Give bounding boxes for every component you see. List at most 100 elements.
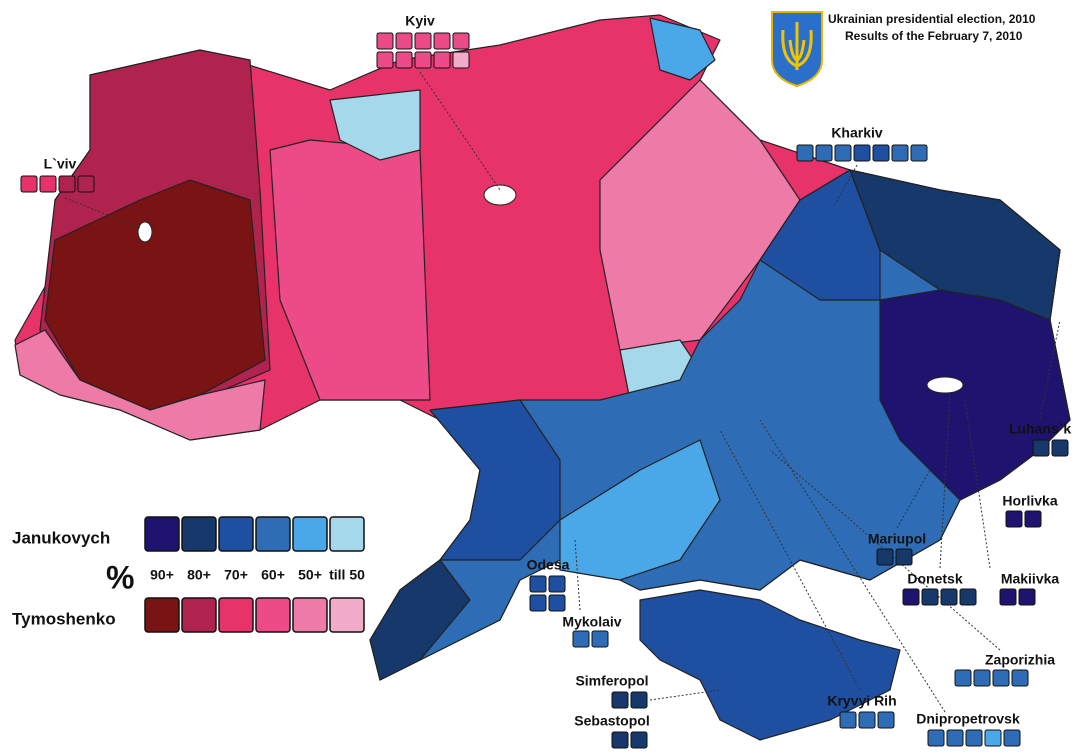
result-box (984, 729, 1002, 747)
legend-swatch (218, 516, 254, 552)
city-label: Sebastopol (574, 713, 649, 729)
result-box (1051, 439, 1069, 457)
legend-level: 90+ (150, 567, 174, 583)
result-box (910, 144, 928, 162)
city: Kyiv (376, 13, 470, 69)
legend-swatch (144, 516, 180, 552)
result-box (1032, 439, 1050, 457)
legend-swatch (329, 597, 365, 633)
result-box (965, 729, 983, 747)
result-box (630, 731, 648, 749)
city: Makiivka (999, 571, 1060, 606)
southwest-region (14, 329, 266, 441)
result-box (548, 594, 566, 612)
city-label: Zaporizhia (985, 652, 1055, 668)
result-box (572, 630, 590, 648)
city: Dnipropetrovsk (916, 711, 1021, 747)
city-label: Luhans`k (1009, 421, 1071, 437)
result-box (548, 575, 566, 593)
result-box (611, 691, 629, 709)
crimea-region (639, 589, 901, 741)
result-box (591, 630, 609, 648)
legend-level: 80+ (187, 567, 211, 583)
legend-swatch (292, 516, 328, 552)
city-label: Kharkiv (831, 125, 883, 141)
result-box (376, 51, 394, 69)
legend-swatch (329, 516, 365, 552)
lviv-city (137, 221, 153, 243)
city: L`viv (20, 156, 95, 193)
result-box (1024, 510, 1042, 528)
leader-line (896, 469, 931, 529)
legend-level: 70+ (224, 567, 248, 583)
result-box (999, 588, 1017, 606)
result-box (414, 32, 432, 50)
leader-line (64, 197, 141, 229)
city: Sebastopol (574, 713, 650, 749)
city-results: Kyiv L`viv Kharkiv Luhans`k Horlivka Mariupol… (20, 13, 1071, 749)
chernihiv-north-region (649, 17, 716, 81)
result-box (433, 51, 451, 69)
legend-symbol: % (106, 559, 134, 595)
leader-line (1039, 319, 1061, 419)
result-box (954, 669, 972, 687)
city: Simferopol (575, 673, 649, 709)
north-light-region (329, 89, 421, 161)
city: Zaporizhia (954, 652, 1055, 687)
result-box (858, 711, 876, 729)
city-label: Mariupol (868, 531, 926, 547)
result-box (395, 32, 413, 50)
result-box (940, 588, 958, 606)
city-label: Kyiv (405, 13, 435, 29)
legend-candidate: Tymoshenko (12, 609, 116, 628)
result-box (1011, 669, 1029, 687)
result-box (1018, 588, 1036, 606)
result-box (376, 32, 394, 50)
legend-swatch (292, 597, 328, 633)
city: Horlivka (1002, 493, 1058, 528)
kyiv-city (483, 184, 517, 206)
city-label: Odesa (527, 557, 570, 573)
coat-of-arms (771, 11, 823, 88)
city: Mykolaiv (562, 614, 622, 648)
result-box (433, 32, 451, 50)
result-box (452, 32, 470, 50)
result-box (529, 575, 547, 593)
legend-swatch (218, 597, 254, 633)
result-box (927, 729, 945, 747)
city-label: Horlivka (1002, 493, 1057, 509)
city-label: Kryvyi Rih (827, 693, 896, 709)
result-box (834, 144, 852, 162)
legend-swatch (181, 597, 217, 633)
result-box (895, 548, 913, 566)
city-label: Makiivka (1001, 571, 1060, 587)
city-label: Mykolaiv (562, 614, 621, 630)
result-box (796, 144, 814, 162)
city: Luhans`k (1009, 421, 1071, 457)
title: Ukrainian presidential election, 2010 (828, 12, 1036, 26)
city: Kharkiv (796, 125, 928, 162)
city: Donetsk (902, 571, 977, 606)
leader-line (964, 399, 991, 569)
regions (14, 14, 1071, 741)
city-label: Donetsk (907, 571, 962, 587)
legend: Janukovych Tymoshenko% 90+ 80+ 70+ 60+ 50+ till… (12, 516, 365, 633)
subtitle: Results of the February 7, 2010 (845, 29, 1023, 43)
legend-swatch (255, 597, 291, 633)
kherson-region (559, 439, 721, 581)
result-box (876, 548, 894, 566)
result-box (902, 588, 920, 606)
result-box (853, 144, 871, 162)
result-box (77, 175, 95, 193)
result-box (58, 175, 76, 193)
city: Kryvyi Rih (827, 693, 897, 729)
result-box (992, 669, 1010, 687)
result-box (973, 669, 991, 687)
result-box (611, 731, 629, 749)
result-box (452, 51, 470, 69)
leader-line (759, 419, 946, 713)
legend-swatch (181, 516, 217, 552)
result-box (921, 588, 939, 606)
west-core-region (44, 179, 266, 411)
legend-candidate: Janukovych (12, 528, 110, 547)
